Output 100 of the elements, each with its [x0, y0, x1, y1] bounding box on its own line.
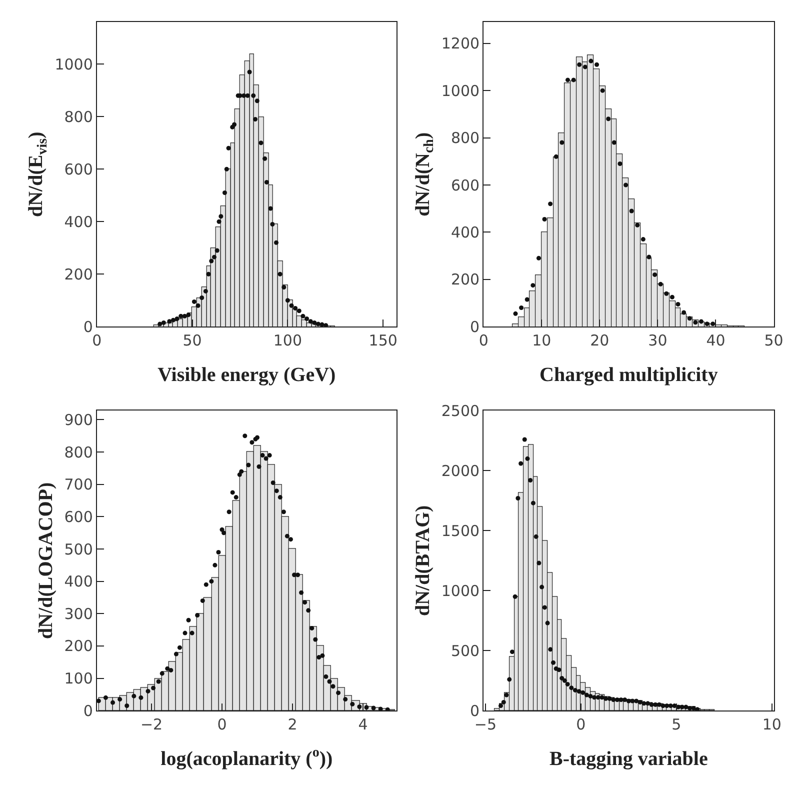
- y-tick-label: 400: [450, 223, 480, 242]
- point: [572, 688, 578, 692]
- x-tick-label: 2: [288, 716, 298, 734]
- point: [530, 500, 536, 506]
- x-axis-title: B-tagging variable: [550, 748, 708, 770]
- point: [285, 298, 290, 303]
- y-tick-label: 900: [64, 410, 93, 429]
- point: [268, 206, 273, 211]
- point: [594, 62, 600, 67]
- point: [498, 704, 504, 708]
- y-tick-label: 400: [64, 572, 93, 591]
- point: [312, 320, 317, 325]
- y-tick-label: 1200: [441, 34, 480, 53]
- point: [245, 93, 250, 98]
- point: [182, 314, 187, 318]
- point: [289, 303, 294, 308]
- point: [534, 534, 538, 539]
- x-tick-label: 10: [532, 332, 552, 350]
- point: [562, 678, 567, 683]
- point: [513, 311, 518, 316]
- point: [536, 256, 541, 260]
- point: [565, 78, 570, 82]
- point: [196, 303, 200, 308]
- y-tick-label: 800: [64, 443, 93, 462]
- point: [634, 698, 639, 704]
- y-tick-label: 2000: [441, 462, 480, 480]
- point: [658, 282, 663, 286]
- point: [516, 496, 520, 501]
- point: [576, 689, 582, 694]
- y-tick-label: 200: [64, 265, 93, 284]
- x-tick-label: 0: [217, 716, 227, 734]
- y-tick-label: 200: [450, 270, 480, 289]
- x-axis-title: Charged multiplicity: [540, 364, 718, 386]
- point: [270, 222, 275, 227]
- point: [580, 690, 586, 695]
- point: [528, 478, 533, 483]
- x-tick-label: 50: [764, 332, 784, 350]
- x-tick-label: 4: [358, 716, 368, 734]
- point: [232, 122, 237, 127]
- point: [592, 695, 597, 700]
- point: [222, 190, 227, 196]
- point: [522, 437, 527, 442]
- point: [264, 180, 269, 185]
- x-tick-label: 0: [576, 716, 586, 734]
- point: [596, 695, 600, 700]
- x-tick-label: 30: [648, 332, 668, 350]
- point: [501, 700, 506, 704]
- y-tick-label: 400: [64, 212, 93, 231]
- y-axis-title: dN/d(LOGACOP): [34, 482, 57, 639]
- point: [200, 296, 204, 300]
- y-tick-label: 500: [64, 540, 93, 558]
- point: [296, 308, 302, 314]
- point: [611, 698, 616, 702]
- point: [624, 182, 628, 188]
- point: [606, 116, 611, 122]
- point: [226, 146, 231, 150]
- point: [542, 216, 547, 222]
- point: [258, 140, 264, 146]
- point: [604, 696, 608, 701]
- point: [612, 140, 616, 145]
- y-tick-label: 2500: [441, 402, 480, 420]
- point: [582, 64, 588, 70]
- x-tick-label: 5: [672, 716, 682, 734]
- point: [530, 283, 536, 288]
- point: [682, 310, 686, 315]
- point: [167, 319, 172, 324]
- x-tick-label: 150: [368, 332, 398, 350]
- point: [519, 306, 524, 310]
- point: [316, 322, 320, 326]
- point: [218, 214, 224, 219]
- point: [161, 320, 166, 325]
- y-tick-label: 700: [64, 476, 93, 494]
- point: [274, 240, 279, 245]
- point: [548, 202, 553, 206]
- y-tick-label: 0: [83, 702, 93, 720]
- point: [577, 62, 582, 67]
- point: [282, 285, 286, 290]
- y-tick-label: 0: [470, 318, 480, 336]
- point: [512, 594, 518, 599]
- point: [300, 314, 306, 318]
- y-tick-label: 1000: [441, 582, 480, 600]
- point: [664, 291, 669, 296]
- y-tick-label: 800: [450, 129, 480, 148]
- point: [203, 288, 208, 294]
- point: [660, 704, 666, 708]
- point: [688, 706, 692, 710]
- point: [251, 93, 256, 98]
- point: [524, 297, 530, 302]
- point: [551, 660, 556, 665]
- point: [584, 692, 589, 698]
- point: [216, 219, 222, 224]
- point: [262, 156, 268, 161]
- x-axis-title: Visible energy (GeV): [158, 364, 336, 386]
- point: [600, 695, 604, 700]
- point: [192, 299, 196, 304]
- point: [536, 560, 542, 566]
- x-tick-label: 100: [273, 332, 302, 350]
- point: [178, 314, 184, 318]
- point: [638, 700, 642, 704]
- point: [607, 696, 612, 701]
